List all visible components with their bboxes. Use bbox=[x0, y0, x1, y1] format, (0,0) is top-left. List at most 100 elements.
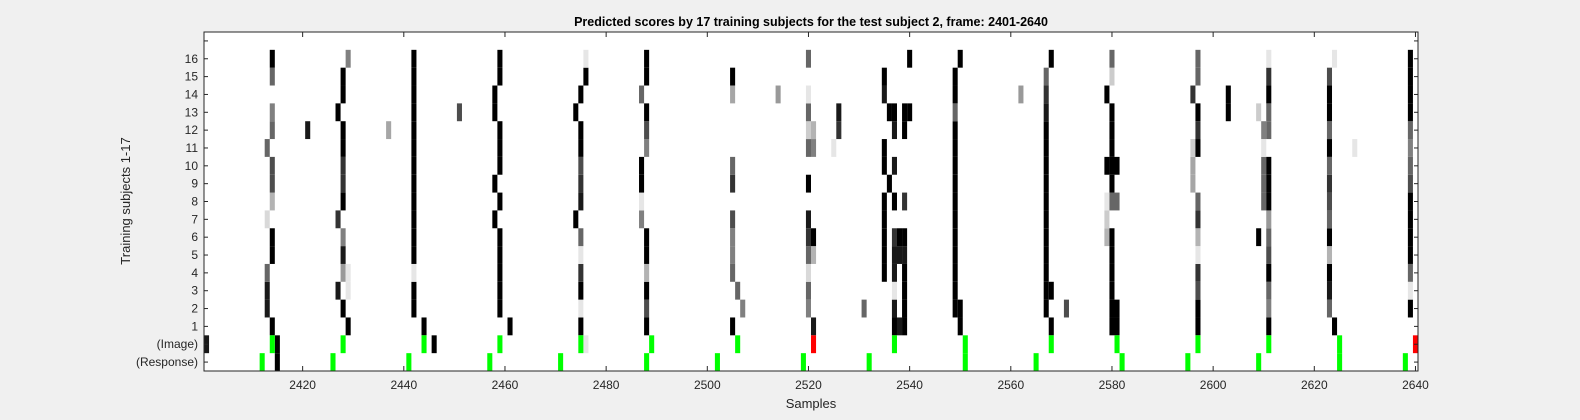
score-cell bbox=[411, 263, 417, 282]
score-cell bbox=[1266, 263, 1272, 282]
y-tick-label: 4 bbox=[191, 266, 198, 280]
score-cell bbox=[578, 121, 584, 140]
image-event-cell bbox=[962, 335, 968, 354]
response-event-cell bbox=[1256, 353, 1262, 371]
image-event-cell bbox=[578, 335, 584, 354]
score-cell bbox=[740, 299, 746, 318]
score-cell bbox=[1043, 156, 1049, 175]
x-tick-label: 2440 bbox=[390, 378, 417, 392]
score-cell bbox=[1043, 121, 1049, 140]
score-cell bbox=[1261, 174, 1267, 193]
score-cell bbox=[264, 281, 270, 300]
score-cell bbox=[1326, 121, 1333, 140]
score-cell bbox=[335, 281, 341, 300]
score-cell bbox=[1266, 121, 1272, 140]
score-cell bbox=[1407, 85, 1413, 104]
score-cell bbox=[340, 139, 346, 157]
score-cell bbox=[730, 156, 736, 175]
image-event-cell bbox=[649, 335, 655, 354]
score-cell bbox=[578, 299, 584, 318]
score-cell bbox=[805, 246, 811, 264]
score-cell bbox=[492, 210, 498, 229]
score-cell bbox=[1109, 317, 1115, 336]
score-cell bbox=[952, 156, 958, 175]
score-cell bbox=[573, 103, 579, 122]
score-cell bbox=[811, 246, 817, 264]
score-cell bbox=[497, 121, 503, 140]
score-cell bbox=[345, 263, 351, 282]
score-cell bbox=[891, 317, 897, 336]
score-cell bbox=[1190, 85, 1196, 104]
image-event-cell bbox=[1337, 335, 1343, 354]
score-cell bbox=[1195, 49, 1201, 68]
score-cell bbox=[1407, 263, 1413, 282]
score-cell bbox=[952, 246, 958, 264]
score-cell bbox=[340, 85, 346, 104]
score-cell bbox=[1407, 228, 1413, 247]
score-cell bbox=[340, 156, 346, 175]
y-tick-label: (Image) bbox=[157, 337, 198, 351]
image-event-cell bbox=[891, 335, 897, 354]
y-tick-label: 1 bbox=[191, 319, 198, 333]
chart-title: Predicted scores by 17 training subjects… bbox=[574, 15, 1048, 29]
score-cell bbox=[335, 210, 341, 229]
score-cell bbox=[345, 317, 351, 336]
score-cell bbox=[1195, 210, 1201, 229]
score-cell bbox=[957, 299, 963, 318]
score-cell bbox=[340, 246, 346, 264]
score-cell bbox=[1326, 263, 1333, 282]
score-cell bbox=[644, 263, 650, 282]
score-cell bbox=[644, 49, 650, 68]
score-cell bbox=[811, 139, 817, 157]
x-tick-label: 2600 bbox=[1200, 378, 1227, 392]
score-cell bbox=[730, 85, 736, 104]
score-cell bbox=[269, 228, 275, 247]
y-tick-label: (Response) bbox=[136, 355, 198, 369]
score-cell bbox=[730, 174, 736, 193]
score-cell bbox=[431, 335, 437, 354]
score-cell bbox=[1114, 317, 1120, 336]
score-cell bbox=[644, 67, 650, 86]
score-cell bbox=[411, 246, 417, 264]
score-cell bbox=[1109, 281, 1115, 300]
response-event-cell bbox=[487, 353, 493, 371]
score-cell bbox=[340, 228, 346, 247]
score-cell bbox=[1261, 192, 1267, 211]
score-cell bbox=[497, 299, 503, 318]
score-cell bbox=[345, 281, 351, 300]
score-cell bbox=[1266, 49, 1272, 68]
score-cell bbox=[1043, 299, 1049, 318]
y-tick-label: 11 bbox=[186, 141, 199, 155]
score-cell bbox=[902, 317, 908, 336]
score-cell bbox=[1195, 228, 1201, 247]
score-cell bbox=[411, 228, 417, 247]
score-cell bbox=[805, 174, 811, 193]
score-cell bbox=[952, 299, 958, 318]
score-cell bbox=[1326, 246, 1333, 264]
score-cell bbox=[644, 121, 650, 140]
score-cell bbox=[730, 246, 736, 264]
score-cell bbox=[497, 281, 503, 300]
score-cell bbox=[269, 317, 275, 336]
score-cell bbox=[1326, 174, 1333, 193]
event-cells bbox=[259, 335, 1418, 371]
score-cell bbox=[881, 246, 887, 264]
score-cell bbox=[805, 210, 811, 229]
score-cell bbox=[836, 103, 842, 122]
score-cell bbox=[902, 103, 908, 122]
score-cell bbox=[886, 103, 892, 122]
score-cells bbox=[204, 49, 1413, 371]
score-cell bbox=[1407, 246, 1413, 264]
score-cell bbox=[1190, 139, 1196, 157]
score-cell bbox=[639, 192, 645, 211]
y-tick-label: 10 bbox=[185, 159, 199, 173]
score-cell bbox=[952, 174, 958, 193]
score-cell bbox=[1326, 281, 1333, 300]
score-cell bbox=[639, 156, 645, 175]
score-cell bbox=[578, 246, 584, 264]
score-cell bbox=[1266, 281, 1272, 300]
score-cell bbox=[902, 228, 908, 247]
score-cell bbox=[1407, 299, 1413, 318]
score-cell bbox=[578, 85, 584, 104]
